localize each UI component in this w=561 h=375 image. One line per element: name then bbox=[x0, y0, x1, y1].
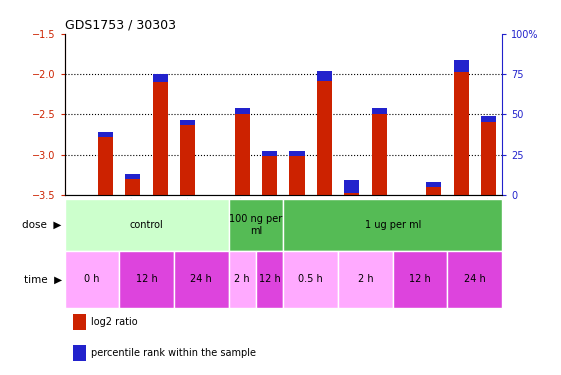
Bar bbox=[234, 114, 250, 195]
Text: 24 h: 24 h bbox=[464, 274, 486, 284]
Bar bbox=[125, 179, 140, 195]
Bar bbox=[426, 187, 442, 195]
Bar bbox=[448, 251, 502, 308]
Bar bbox=[426, 182, 442, 187]
Bar bbox=[153, 74, 168, 82]
Bar bbox=[119, 251, 174, 308]
Bar bbox=[344, 194, 359, 195]
Text: percentile rank within the sample: percentile rank within the sample bbox=[91, 348, 256, 358]
Bar bbox=[338, 251, 393, 308]
Text: 12 h: 12 h bbox=[409, 274, 431, 284]
Bar bbox=[317, 71, 332, 81]
Text: 0.5 h: 0.5 h bbox=[298, 274, 323, 284]
Text: dose  ▶: dose ▶ bbox=[22, 220, 62, 230]
Bar bbox=[371, 108, 387, 114]
Text: 2 h: 2 h bbox=[357, 274, 373, 284]
Bar bbox=[180, 120, 195, 125]
Bar bbox=[73, 345, 86, 361]
Text: log2 ratio: log2 ratio bbox=[91, 317, 137, 327]
Bar bbox=[317, 81, 332, 195]
Bar bbox=[453, 60, 468, 72]
Bar bbox=[98, 137, 113, 195]
Text: 2 h: 2 h bbox=[234, 274, 250, 284]
Bar bbox=[234, 108, 250, 114]
Bar bbox=[65, 199, 229, 251]
Bar bbox=[453, 72, 468, 195]
Text: GDS1753 / 30303: GDS1753 / 30303 bbox=[65, 18, 176, 31]
Bar bbox=[262, 152, 277, 156]
Bar bbox=[283, 251, 338, 308]
Bar bbox=[344, 180, 359, 194]
Text: control: control bbox=[130, 220, 163, 230]
Bar bbox=[153, 82, 168, 195]
Bar bbox=[262, 156, 277, 195]
Bar bbox=[481, 116, 496, 123]
Bar bbox=[125, 174, 140, 179]
Bar bbox=[256, 251, 283, 308]
Text: 1 ug per ml: 1 ug per ml bbox=[365, 220, 421, 230]
Bar bbox=[289, 152, 305, 156]
Text: 100 ng per
ml: 100 ng per ml bbox=[229, 214, 283, 236]
Bar bbox=[481, 123, 496, 195]
Bar bbox=[371, 114, 387, 195]
Bar bbox=[229, 199, 283, 251]
Bar bbox=[180, 125, 195, 195]
Text: 12 h: 12 h bbox=[136, 274, 158, 284]
Text: 24 h: 24 h bbox=[190, 274, 212, 284]
Bar bbox=[283, 199, 502, 251]
Bar bbox=[73, 314, 86, 330]
Text: 0 h: 0 h bbox=[84, 274, 100, 284]
Bar bbox=[65, 251, 119, 308]
Bar bbox=[174, 251, 229, 308]
Bar bbox=[289, 156, 305, 195]
Bar bbox=[393, 251, 448, 308]
Text: 12 h: 12 h bbox=[259, 274, 280, 284]
Text: time  ▶: time ▶ bbox=[24, 274, 62, 284]
Bar bbox=[229, 251, 256, 308]
Bar bbox=[98, 132, 113, 137]
